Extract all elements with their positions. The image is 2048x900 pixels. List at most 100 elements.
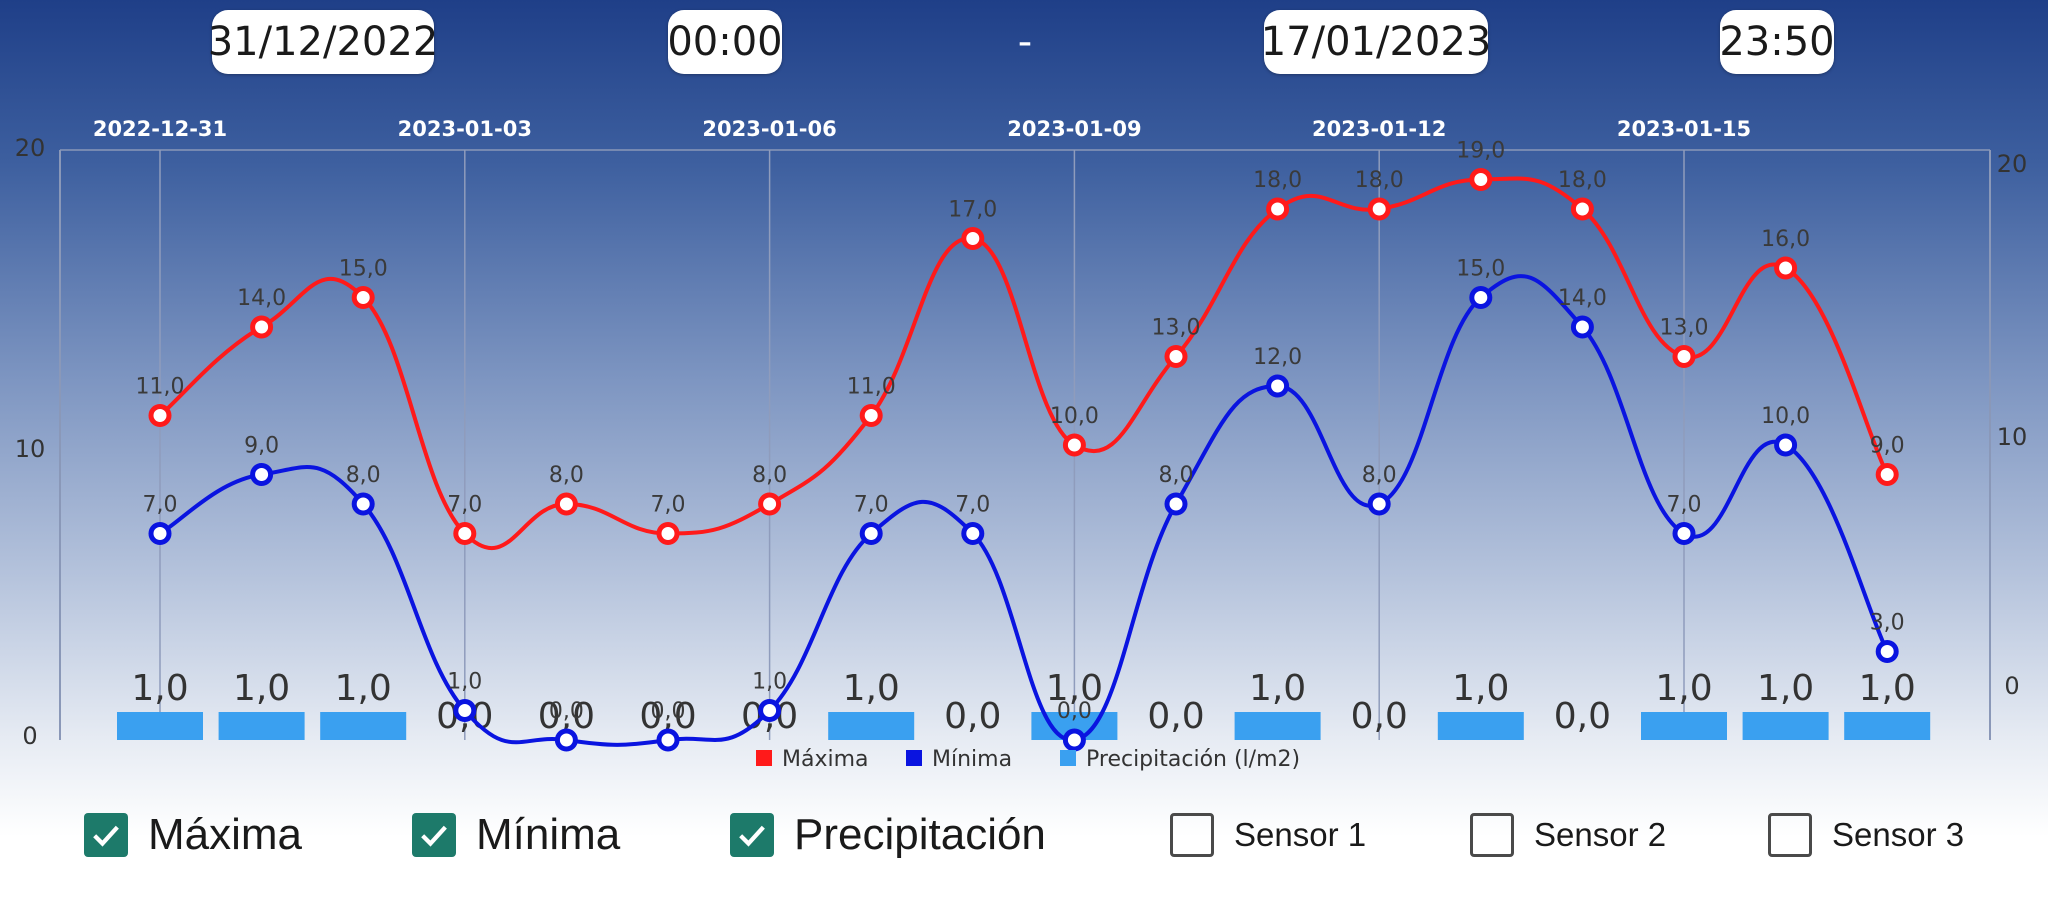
maxima-label: 11,0 xyxy=(847,375,896,400)
maxima-point xyxy=(859,404,883,427)
legend-maxima-text: Máxima xyxy=(782,747,869,772)
maxima-point xyxy=(1875,463,1899,486)
minima-label: 15,0 xyxy=(1456,257,1505,282)
minima-label: 0,0 xyxy=(549,699,584,724)
minima-point xyxy=(1570,315,1594,339)
precipitation-bar xyxy=(1742,712,1829,740)
precipitation-label: 1,0 xyxy=(1655,668,1712,709)
minima-point xyxy=(1062,728,1086,752)
maxima-line xyxy=(158,176,1889,551)
x-tick-label: 2023-01-06 xyxy=(702,117,836,141)
maxima-label: 19,0 xyxy=(1456,139,1505,164)
checkbox-sensor-2[interactable] xyxy=(1470,813,1514,857)
weather-chart[interactable]: 2022-12-31 2023-01-03 2023-01-06 2023-01-09… xyxy=(0,0,2048,795)
check-icon xyxy=(739,825,765,847)
end-date-text: 17/01/2023 xyxy=(1260,19,1492,65)
check-icon xyxy=(421,825,447,847)
minima-line xyxy=(158,274,1889,747)
precipitation-label: 0,0 xyxy=(1351,696,1408,737)
legend-precipitacion-text: Precipitación (l/m2) xyxy=(1086,747,1300,772)
minima-point xyxy=(758,699,782,722)
toggle-minima[interactable]: Mínima xyxy=(412,795,620,875)
minima-label: 8,0 xyxy=(1159,463,1194,488)
maxima-label: 7,0 xyxy=(651,493,686,518)
checkbox-precipitacion[interactable] xyxy=(730,813,774,857)
toggle-sensor-2[interactable]: Sensor 2 xyxy=(1470,795,1666,875)
maxima-label: 8,0 xyxy=(752,463,787,488)
maxima-point xyxy=(1570,197,1594,221)
toggle-sensor-3[interactable]: Sensor 3 xyxy=(1768,795,1964,875)
precipitation-label: 1,0 xyxy=(1249,668,1306,709)
minima-label: 7,0 xyxy=(143,493,178,518)
maxima-label: 18,0 xyxy=(1253,168,1302,193)
minima-point xyxy=(859,522,883,545)
minima-label: 0,0 xyxy=(1057,699,1092,724)
start-date-button[interactable]: 31/12/2022 xyxy=(208,10,438,74)
maxima-point xyxy=(1774,256,1798,280)
legend-minima-text: Mínima xyxy=(932,747,1012,772)
minima-label: 7,0 xyxy=(854,493,889,518)
maxima-point xyxy=(1367,197,1391,221)
maxima-point xyxy=(351,286,375,309)
maxima-point xyxy=(758,492,782,516)
minima-point xyxy=(453,699,477,722)
precipitation-bar xyxy=(320,712,407,740)
toggle-label: Sensor 1 xyxy=(1234,816,1367,853)
precipitation-bar xyxy=(1844,712,1931,740)
check-icon xyxy=(93,825,119,847)
legend-minima-swatch xyxy=(906,750,922,766)
maxima-label: 16,0 xyxy=(1761,227,1810,252)
maxima-label: 15,0 xyxy=(339,257,388,282)
minima-point xyxy=(1367,492,1391,516)
precipitation-bar xyxy=(1641,712,1727,740)
maxima-point xyxy=(961,227,985,250)
minima-point xyxy=(1672,522,1696,545)
minima-label: 8,0 xyxy=(1362,463,1397,488)
precipitation-bar xyxy=(828,712,915,740)
minima-label: 7,0 xyxy=(1667,493,1702,518)
toggle-label: Sensor 2 xyxy=(1534,816,1667,853)
toggle-label: Sensor 3 xyxy=(1832,816,1965,853)
checkbox-sensor-1[interactable] xyxy=(1170,813,1214,857)
start-date-text: 31/12/2022 xyxy=(207,19,439,65)
maxima-point xyxy=(656,522,680,545)
toggle-maxima[interactable]: Máxima xyxy=(84,795,302,875)
maxima-point xyxy=(1164,345,1188,368)
y-tick-label-right: 10 xyxy=(1997,423,2028,451)
minima-point xyxy=(250,463,274,486)
checkbox-maxima[interactable] xyxy=(84,813,128,857)
maxima-label: 8,0 xyxy=(549,463,584,488)
maxima-point xyxy=(148,404,172,427)
precipitation-label: 0,0 xyxy=(944,696,1001,737)
minima-label: 10,0 xyxy=(1761,404,1810,429)
y-tick-label-right: 0 xyxy=(2004,672,2019,700)
minima-point xyxy=(1875,640,1899,663)
end-date-button[interactable]: 17/01/2023 xyxy=(1261,10,1491,74)
precipitation-label: 1,0 xyxy=(233,668,290,709)
minima-point xyxy=(351,492,375,516)
maxima-point xyxy=(1266,197,1290,221)
start-time-button[interactable]: 00:00 xyxy=(667,10,783,74)
checkbox-minima[interactable] xyxy=(412,813,456,857)
minima-point xyxy=(554,728,578,752)
y-tick-label-left: 10 xyxy=(15,435,46,463)
minima-point xyxy=(656,728,680,752)
legend-precipitacion-swatch xyxy=(1060,750,1076,766)
end-time-button[interactable]: 23:50 xyxy=(1719,10,1835,74)
toggle-sensor-1[interactable]: Sensor 1 xyxy=(1170,795,1366,875)
maxima-label: 14,0 xyxy=(237,286,286,311)
checkbox-sensor-3[interactable] xyxy=(1768,813,1812,857)
precipitation-bar xyxy=(1437,712,1524,740)
minima-label: 8,0 xyxy=(346,463,381,488)
maxima-point xyxy=(554,492,578,516)
precipitation-label: 1,0 xyxy=(131,668,188,709)
precipitation-label: 1,0 xyxy=(1046,668,1103,709)
toggle-precipitacion[interactable]: Precipitación xyxy=(730,795,1046,875)
minima-label: 9,0 xyxy=(244,434,279,459)
precipitation-bar xyxy=(1234,712,1321,740)
precipitation-label: 0,0 xyxy=(1147,696,1204,737)
maxima-label: 9,0 xyxy=(1870,434,1905,459)
x-tick-label: 2023-01-09 xyxy=(1007,117,1141,141)
maxima-point xyxy=(1672,345,1696,368)
toggle-label: Precipitación xyxy=(794,810,1046,859)
